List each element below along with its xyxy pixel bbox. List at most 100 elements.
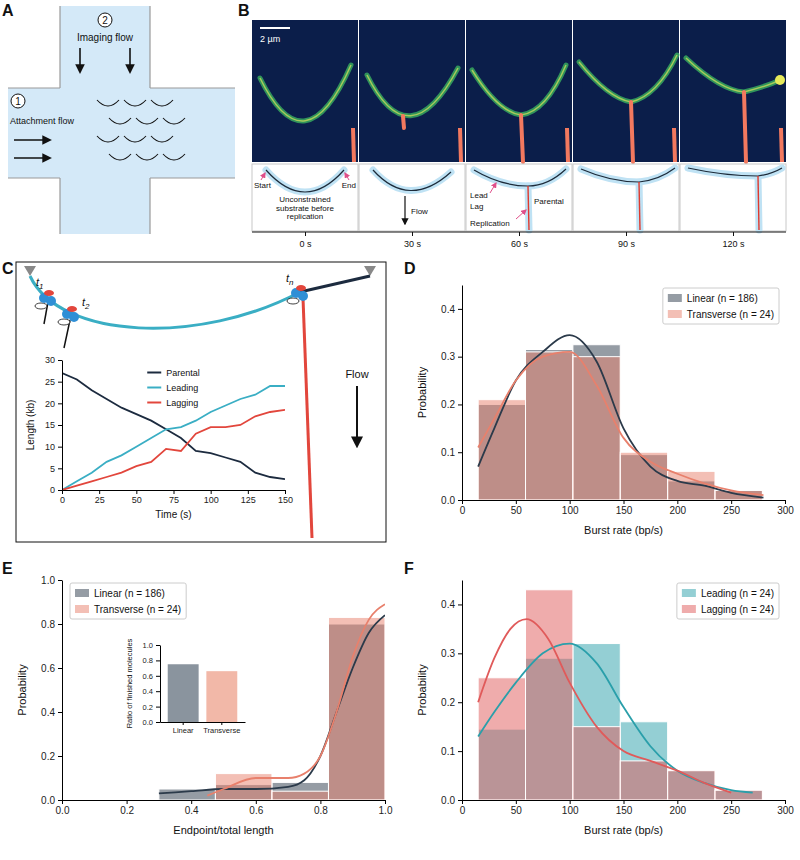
- flow-arrow: [129, 48, 131, 72]
- tick-mark: [156, 722, 160, 723]
- tick-label: 0.6: [143, 672, 153, 681]
- tick-label: 0.4: [185, 805, 199, 816]
- pointer: [345, 173, 349, 180]
- schematic-frame: [680, 164, 786, 231]
- label-subscript: 2: [84, 302, 90, 311]
- legend: Leading (n = 24)Lagging (n = 24): [677, 583, 779, 619]
- tick-label: 0.0: [41, 795, 55, 806]
- lagging-dna: [521, 115, 523, 162]
- tick-label: 0.6: [41, 663, 55, 674]
- axis-title: Length (kb): [25, 400, 36, 451]
- axis-line: [62, 361, 63, 491]
- tick: 0.3: [441, 351, 462, 362]
- tick-label: 100: [204, 495, 219, 505]
- tick: 0.0: [441, 795, 462, 806]
- tick: 200: [669, 800, 686, 816]
- tick-mark: [285, 490, 286, 494]
- flow-label: Imaging flow: [77, 32, 134, 43]
- tick: 0.2: [143, 703, 160, 712]
- inlet-badge: [98, 13, 112, 27]
- tick-mark: [458, 702, 462, 703]
- lagging-loop: [287, 298, 299, 304]
- tick-label: 100: [562, 505, 579, 516]
- tick-label: 1.0: [41, 575, 55, 586]
- tick-label: 0.2: [441, 399, 455, 410]
- tick-label: 300: [777, 805, 794, 816]
- inset-chart: LinearTransverse0.00.20.40.60.81.0Ratio …: [125, 638, 246, 735]
- panel-letter: A: [2, 2, 14, 19]
- legend-frame: [70, 583, 186, 619]
- tick: 5: [50, 464, 62, 474]
- parental-dna: [373, 170, 451, 191]
- tick: 1.0: [379, 800, 393, 816]
- tick: 75: [169, 490, 179, 505]
- tick: 0.6: [249, 800, 263, 816]
- tick-mark: [136, 490, 137, 494]
- flow-arrow: [79, 48, 81, 72]
- tick-label: Transverse: [203, 726, 240, 735]
- tick-mark: [458, 404, 462, 405]
- tick-label: 0.3: [441, 648, 455, 659]
- tick-mark: [516, 800, 517, 804]
- bar: [526, 350, 573, 501]
- tick-label: 5: [50, 464, 55, 474]
- series-line: [62, 410, 285, 490]
- tick: 0.6: [41, 663, 62, 674]
- lagging-dna: [631, 102, 633, 162]
- legend-swatch: [147, 387, 161, 389]
- schematic-content: [688, 168, 782, 230]
- axis-line: [462, 581, 463, 801]
- legend-label: Linear (n = 186): [687, 293, 758, 304]
- time-point-label: t2: [82, 296, 90, 311]
- tick-mark: [58, 624, 62, 625]
- flow-arrow: [14, 139, 50, 141]
- tick-label: 0: [460, 805, 466, 816]
- lagging-dna: [528, 186, 529, 230]
- tick-label: 150: [278, 495, 293, 505]
- axis-title: Probability: [16, 664, 28, 716]
- time-tick: [519, 232, 520, 236]
- axis-title: Ratio of finished molecules: [125, 638, 134, 728]
- axis-bottom: 050100150200250300: [460, 800, 795, 816]
- panel-letter: C: [2, 260, 14, 277]
- tick-label: 0.2: [441, 697, 455, 708]
- tick-mark: [58, 800, 62, 801]
- tick-label: 0: [460, 505, 466, 516]
- tick-label: 200: [669, 805, 686, 816]
- tick-mark: [156, 645, 160, 646]
- text-line: replication: [287, 212, 323, 221]
- tick-mark: [58, 756, 62, 757]
- tick-label: Linear: [173, 726, 194, 735]
- tick-label: 0.6: [249, 805, 263, 816]
- dna-glow: [474, 169, 566, 186]
- neighbor-molecule: [674, 128, 675, 162]
- tick-label: 0.0: [441, 495, 455, 506]
- dna-arc: [136, 118, 158, 124]
- bar: [526, 352, 573, 500]
- tick: 100: [562, 500, 579, 516]
- tick-label: 0.8: [41, 619, 55, 630]
- tick-mark: [156, 707, 160, 708]
- bar: [478, 678, 525, 800]
- polymerase: [298, 291, 308, 301]
- tick: 250: [723, 800, 740, 816]
- pointer: [261, 173, 265, 180]
- parental-dna: [579, 55, 677, 102]
- tick: 0.4: [441, 304, 462, 315]
- schematic-frame: [252, 164, 358, 231]
- tick: 0: [60, 490, 65, 505]
- panel-letter: F: [404, 560, 414, 577]
- bar: [573, 345, 620, 500]
- axis-line: [62, 581, 63, 801]
- tick-label: 25: [45, 377, 55, 387]
- tick: Linear: [173, 722, 194, 735]
- channel-wall: [149, 6, 150, 88]
- tick-mark: [570, 500, 571, 504]
- tick-mark: [624, 800, 625, 804]
- tick-mark: [58, 382, 62, 383]
- channel-wall: [150, 87, 235, 88]
- tick-mark: [58, 468, 62, 469]
- axis-bottom: 050100150200250300: [460, 500, 795, 516]
- tick-mark: [58, 490, 62, 491]
- tick-mark: [462, 800, 463, 804]
